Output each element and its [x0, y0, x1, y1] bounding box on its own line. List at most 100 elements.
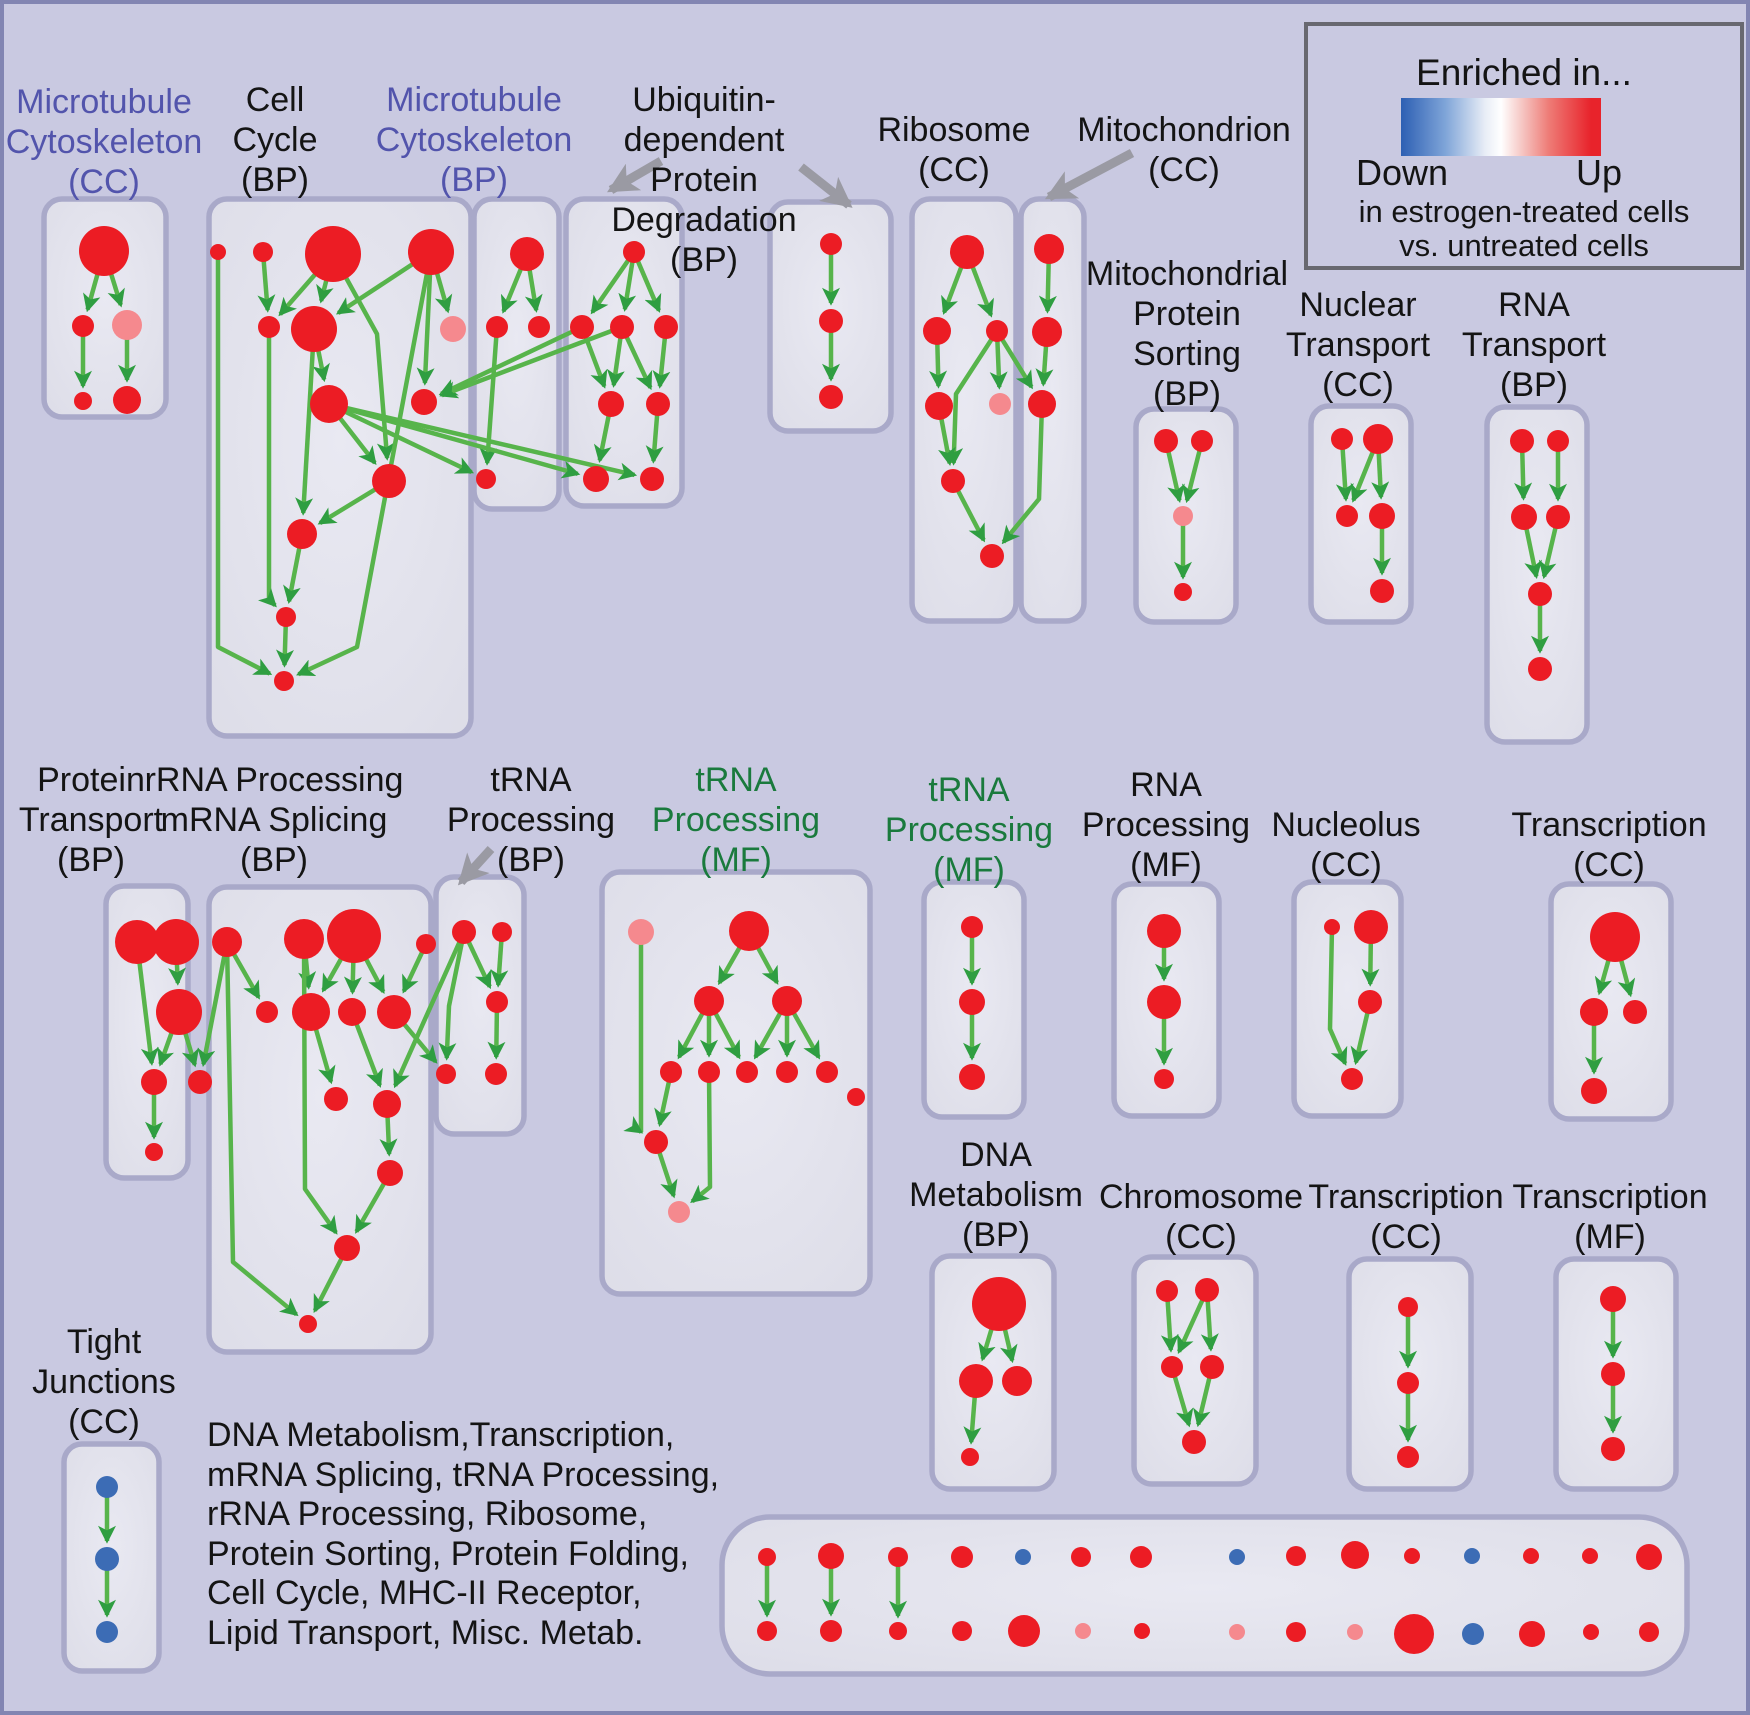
go-term-node-n5: [1370, 579, 1394, 603]
go-term-node-r2: [923, 317, 951, 345]
go-term-node-tb2: [492, 922, 512, 942]
group-box-nuclear-transport-cc: [1308, 403, 1414, 625]
label-nucleolus-cc: Nucleolus (CC): [1271, 806, 1421, 884]
edge: [690, 1071, 713, 1204]
edge: [1327, 926, 1348, 1066]
go-term-node-r6: [941, 469, 965, 493]
go-term-node-k6t: [1071, 1547, 1091, 1567]
label-rrna-processing-mrna-splicing-bp: rRNA Processing mRNA Splicing (BP): [144, 761, 404, 879]
edge: [215, 252, 273, 676]
legend-subtitle-1: in estrogen-treated cells: [1358, 194, 1690, 229]
go-term-node-a5: [188, 1070, 212, 1094]
label-mitochondrion-cc: Mitochondrion (CC): [1077, 111, 1291, 189]
label-dna-metabolism-bp: DNA Metabolism (BP): [909, 1136, 1083, 1254]
go-term-node-k8t: [1229, 1549, 1245, 1565]
go-term-node-h5: [1182, 1430, 1206, 1454]
go-term-node-y3: [1397, 1446, 1419, 1468]
go-term-node-x4: [416, 934, 436, 954]
go-term-node-w2: [1580, 998, 1608, 1026]
go-term-node-w3: [1623, 1000, 1647, 1024]
label-transcription-cc-2: Transcription (CC): [1308, 1178, 1504, 1256]
legend-up-label: Up: [1575, 152, 1623, 193]
go-term-node-b3: [528, 316, 550, 338]
go-term-node-p1: [1154, 429, 1178, 453]
go-term-node-k10b: [1347, 1624, 1363, 1640]
label-mitochondrial-protein-sorting-bp: Mitochondrial Protein Sorting (BP): [1085, 255, 1289, 413]
legend-down-label: Down: [1355, 152, 1449, 193]
edge: [224, 941, 299, 1317]
go-term-node-k6b: [1075, 1623, 1091, 1639]
go-term-node-c7: [440, 316, 466, 342]
go-term-node-k13t: [1523, 1548, 1539, 1564]
go-term-node-tb3: [486, 991, 508, 1013]
go-term-node-r7: [980, 544, 1004, 568]
label-trna-processing-mf-1: tRNA Processing (MF): [651, 761, 821, 879]
go-term-node-u8: [640, 467, 664, 491]
go-term-node-j3: [96, 1621, 118, 1643]
go-term-node-k4b: [952, 1621, 972, 1641]
go-term-node-a6: [145, 1143, 163, 1161]
go-term-node-u2: [570, 315, 594, 339]
go-term-node-a4: [141, 1069, 167, 1095]
go-term-node-g7: [736, 1061, 758, 1083]
go-term-node-t1: [1510, 429, 1534, 453]
go-term-node-x13: [299, 1315, 317, 1333]
go-term-node-m3: [112, 310, 142, 340]
go-term-node-t5: [1528, 582, 1552, 606]
go-term-node-k5b: [1008, 1615, 1040, 1647]
go-term-node-k11t: [1404, 1548, 1420, 1564]
go-term-node-s3: [959, 1064, 985, 1090]
go-term-node-c1: [210, 244, 226, 260]
go-term-node-q3: [1154, 1069, 1174, 1089]
legend-title: Enriched in...: [1416, 52, 1632, 93]
go-term-node-x11: [377, 1160, 403, 1186]
callout-arrow: [607, 157, 664, 194]
group-box-chromosome-cc: [1131, 1254, 1259, 1487]
edge: [257, 327, 277, 608]
go-term-node-k14t: [1582, 1548, 1598, 1564]
go-term-node-x2: [284, 919, 324, 959]
go-term-node-p3: [1173, 506, 1193, 526]
go-term-node-h1: [1156, 1280, 1178, 1302]
go-term-node-k15b: [1639, 1622, 1659, 1642]
callout-arrow: [798, 163, 853, 209]
go-term-node-h3: [1161, 1356, 1183, 1378]
group-box-transcription-cc-1: [1548, 881, 1674, 1122]
go-term-node-c8: [310, 385, 348, 423]
go-term-node-d1: [972, 1277, 1026, 1331]
go-term-node-k7b: [1134, 1623, 1150, 1639]
go-term-node-j2: [95, 1547, 119, 1571]
go-term-node-c11: [287, 519, 317, 549]
group-box-ubiquitin-dependent-protein-degradation-bp: [563, 196, 685, 509]
callout-arrows: [457, 149, 1135, 886]
go-term-node-p4: [1174, 583, 1192, 601]
go-term-node-o1: [1324, 919, 1340, 935]
go-term-node-g1: [628, 919, 654, 945]
go-term-node-u7: [583, 466, 609, 492]
go-term-node-k9t: [1286, 1546, 1306, 1566]
go-term-node-c5: [258, 316, 280, 338]
go-term-node-c12: [276, 607, 296, 627]
go-term-node-w4: [1581, 1078, 1607, 1104]
go-term-node-z1: [1600, 1286, 1626, 1312]
go-term-node-y2: [1397, 1372, 1419, 1394]
go-term-node-q1: [1147, 914, 1181, 948]
go-term-node-r1: [950, 235, 984, 269]
go-term-node-o3: [1358, 990, 1382, 1014]
go-term-node-x9: [324, 1087, 348, 1111]
go-term-node-d4: [961, 1448, 979, 1466]
edge: [945, 329, 999, 466]
go-term-node-v1: [820, 233, 842, 255]
edge: [328, 401, 638, 481]
go-term-node-x6: [292, 993, 330, 1031]
go-term-node-h2: [1195, 1278, 1219, 1302]
go-term-node-r4: [925, 392, 953, 420]
go-term-node-o4: [1341, 1068, 1363, 1090]
label-chromosome-cc: Chromosome (CC): [1098, 1178, 1304, 1256]
go-term-node-a2: [153, 919, 199, 965]
go-term-node-m5: [113, 386, 141, 414]
go-term-node-k15t: [1636, 1544, 1662, 1570]
edge: [438, 931, 467, 1061]
go-term-node-g2: [729, 911, 769, 951]
go-term-node-b1: [510, 237, 544, 271]
